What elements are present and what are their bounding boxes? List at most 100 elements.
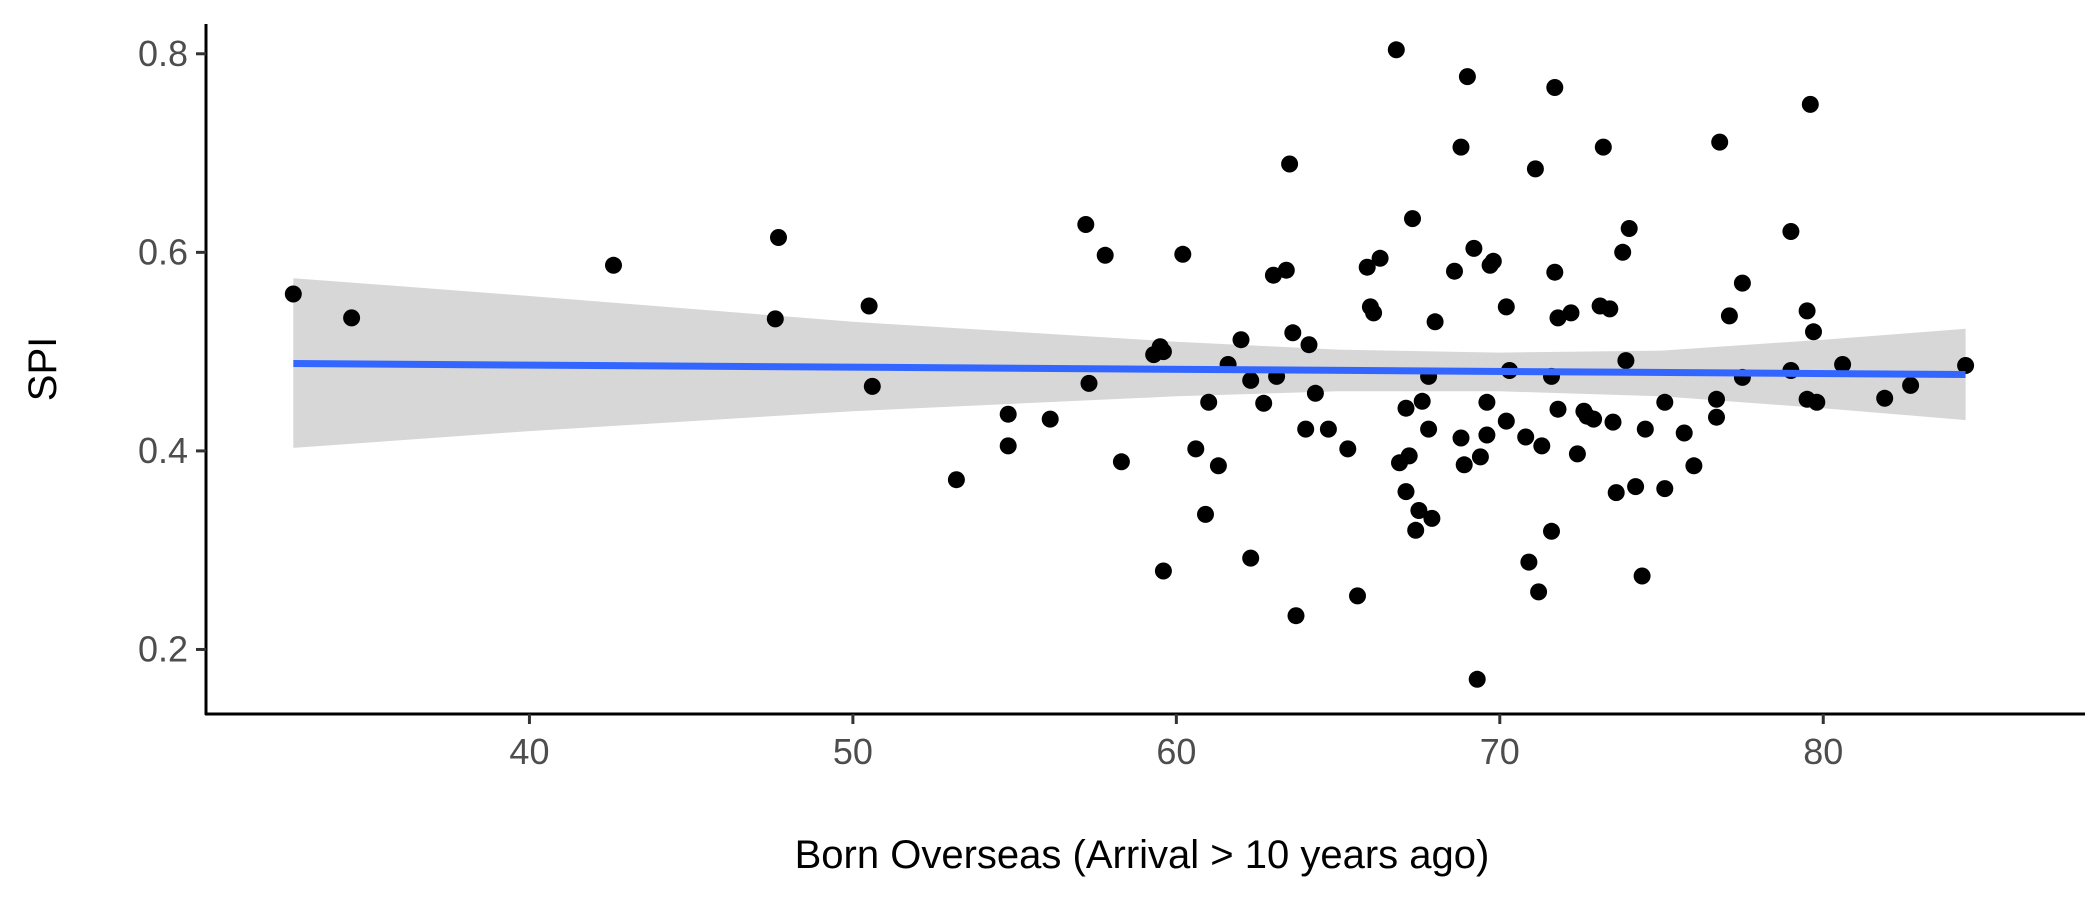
data-point [1471,448,1489,466]
data-point [1468,670,1486,688]
data-point [1404,210,1421,228]
x-tick-label: 50 [833,731,873,772]
data-point [1426,313,1444,331]
data-point [1517,428,1535,446]
data-point [1465,239,1483,257]
data-point [1607,484,1625,502]
data-point [1720,307,1738,325]
data-point [1685,457,1703,475]
trend-line-layer [293,360,1966,378]
y-axis-title: SPI [21,337,65,401]
y-tick-label: 0.2 [138,628,188,669]
data-point [1455,456,1473,474]
data-point [1080,374,1098,392]
confidence-band [293,278,1966,448]
data-point [1708,390,1725,408]
data-point [1801,95,1819,113]
data-point [1255,394,1273,412]
data-point [1174,245,1192,263]
data-point [1397,399,1415,417]
data-point [1187,440,1205,458]
confidence-band-layer [293,278,1966,448]
data-point [1287,607,1305,625]
data-point [1407,521,1425,539]
data-point [1452,138,1470,156]
y-tick-label: 0.8 [138,33,188,74]
data-point [343,309,361,327]
data-point [1585,410,1603,428]
data-point [1594,138,1612,156]
data-point [1041,410,1059,428]
data-point [1549,400,1567,418]
x-axis-title: Born Overseas (Arrival > 10 years ago) [795,833,1490,877]
data-point [1306,384,1324,402]
x-tick-label: 60 [1156,731,1196,772]
data-point [1533,437,1551,455]
data-point [1520,553,1538,571]
x-tick-label: 40 [509,731,549,772]
data-points-layer [284,41,1975,688]
data-point [1112,453,1130,471]
data-point [1614,243,1632,261]
data-point [1656,393,1674,411]
data-point [1281,155,1299,173]
data-point [947,471,965,489]
data-point [1617,352,1635,370]
data-point [1546,263,1564,281]
data-point [1400,447,1418,465]
data-point [1711,133,1729,151]
data-point [1633,567,1651,585]
data-point [860,297,878,315]
data-point [1365,304,1383,322]
data-point [1300,336,1318,354]
data-point [1420,420,1438,438]
data-point [1562,304,1580,322]
data-point [1604,413,1622,431]
data-point [1209,457,1227,475]
data-point [1902,376,1920,394]
x-tick-label: 80 [1803,731,1843,772]
data-point [1957,357,1975,374]
data-point [1232,331,1250,349]
data-point [999,405,1017,423]
x-tick-label: 70 [1480,731,1520,772]
data-point [605,256,622,274]
data-point [1733,274,1751,292]
data-point [1656,480,1674,498]
data-point [1782,223,1800,240]
data-point [1808,393,1826,411]
y-tick-label: 0.6 [138,231,188,272]
trend-line [293,360,1966,378]
data-point [1601,300,1619,318]
data-point [1423,509,1441,527]
data-point [1096,246,1114,264]
data-point [1242,371,1260,389]
data-point [1197,505,1214,523]
data-point [1484,252,1502,270]
ticks-layer: 40 50 60 70 80 0.2 0.4 0.6 0.8 [138,33,1843,772]
data-point [1546,79,1564,96]
data-point [999,437,1017,455]
data-point [1200,393,1218,411]
data-point [770,229,787,246]
data-point [1549,309,1567,327]
data-point [1349,587,1366,605]
data-point [1805,323,1822,341]
data-point [1543,522,1560,540]
data-point [1675,424,1693,442]
data-point [1319,420,1337,438]
data-point [1413,392,1431,410]
data-point [1452,429,1470,447]
data-point [1397,483,1415,501]
data-point [1636,420,1654,438]
data-point [1530,583,1548,601]
data-point [1620,220,1638,237]
data-point [1339,440,1357,458]
data-point [1526,160,1544,178]
data-point [1410,502,1428,519]
data-point [1154,562,1172,580]
data-point [1708,408,1725,426]
data-point [1478,426,1496,444]
data-point [1497,298,1515,316]
